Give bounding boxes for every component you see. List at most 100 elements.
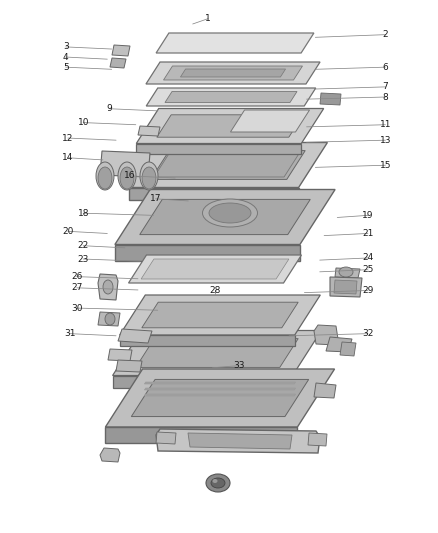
Text: 9: 9: [106, 104, 113, 113]
Polygon shape: [188, 433, 292, 449]
Polygon shape: [118, 329, 152, 343]
Polygon shape: [314, 325, 338, 345]
Polygon shape: [140, 199, 310, 235]
Ellipse shape: [105, 313, 115, 325]
Text: 19: 19: [362, 211, 374, 220]
Text: 32: 32: [362, 329, 374, 338]
Text: 29: 29: [362, 286, 374, 295]
Polygon shape: [115, 190, 335, 245]
Polygon shape: [230, 110, 310, 132]
Polygon shape: [142, 302, 298, 328]
Polygon shape: [129, 188, 299, 199]
Text: 24: 24: [362, 254, 374, 262]
Text: 26: 26: [71, 272, 82, 281]
Polygon shape: [136, 109, 324, 143]
Polygon shape: [136, 143, 301, 154]
Polygon shape: [320, 93, 341, 105]
Text: 4: 4: [63, 53, 68, 61]
Polygon shape: [145, 394, 296, 396]
Polygon shape: [330, 277, 362, 297]
Text: 23: 23: [78, 255, 89, 263]
Ellipse shape: [206, 474, 230, 492]
Polygon shape: [98, 274, 118, 300]
Polygon shape: [145, 382, 296, 384]
Polygon shape: [100, 448, 120, 462]
Text: 25: 25: [362, 265, 374, 274]
Polygon shape: [138, 126, 160, 136]
Polygon shape: [120, 295, 320, 335]
Polygon shape: [100, 151, 150, 177]
Polygon shape: [335, 268, 360, 278]
Polygon shape: [128, 255, 301, 283]
Ellipse shape: [339, 267, 353, 277]
Text: 13: 13: [380, 136, 391, 144]
Text: 30: 30: [71, 304, 82, 312]
Polygon shape: [129, 142, 327, 188]
Text: 22: 22: [78, 241, 89, 250]
Polygon shape: [334, 280, 357, 294]
Ellipse shape: [209, 203, 251, 223]
Polygon shape: [131, 379, 309, 417]
Polygon shape: [113, 330, 321, 376]
Polygon shape: [110, 58, 126, 68]
Ellipse shape: [96, 162, 114, 190]
Polygon shape: [156, 432, 176, 444]
Text: 20: 20: [62, 227, 74, 236]
Text: 7: 7: [382, 83, 389, 91]
Polygon shape: [314, 383, 336, 398]
Polygon shape: [115, 245, 300, 261]
Polygon shape: [108, 349, 132, 361]
Polygon shape: [308, 433, 327, 446]
Text: 10: 10: [78, 118, 89, 127]
Text: 5: 5: [63, 63, 69, 71]
Polygon shape: [106, 427, 297, 443]
Polygon shape: [326, 337, 352, 352]
Ellipse shape: [120, 167, 134, 189]
Polygon shape: [112, 45, 130, 56]
Polygon shape: [156, 429, 320, 453]
Text: 18: 18: [78, 209, 89, 217]
Polygon shape: [340, 342, 356, 356]
Polygon shape: [165, 92, 297, 102]
Text: 11: 11: [380, 120, 391, 129]
Text: 12: 12: [62, 134, 74, 142]
Text: 3: 3: [63, 43, 69, 51]
Ellipse shape: [212, 479, 218, 483]
Text: 6: 6: [382, 63, 389, 71]
Text: 14: 14: [62, 154, 74, 162]
Polygon shape: [145, 388, 296, 390]
Text: 31: 31: [64, 329, 76, 338]
Text: 28: 28: [209, 286, 220, 295]
Text: 21: 21: [362, 229, 374, 238]
Ellipse shape: [202, 199, 258, 227]
Ellipse shape: [98, 167, 112, 189]
Text: 2: 2: [383, 30, 388, 39]
Polygon shape: [163, 66, 303, 80]
Ellipse shape: [211, 478, 225, 488]
Text: 33: 33: [233, 361, 244, 370]
Polygon shape: [180, 69, 286, 77]
Polygon shape: [151, 151, 305, 180]
Polygon shape: [120, 335, 295, 346]
Text: 1: 1: [205, 14, 211, 23]
Text: 8: 8: [382, 93, 389, 101]
Polygon shape: [98, 312, 120, 326]
Ellipse shape: [140, 162, 158, 190]
Text: 16: 16: [124, 172, 135, 180]
Polygon shape: [113, 376, 293, 387]
Text: 17: 17: [150, 195, 161, 203]
Text: 15: 15: [380, 161, 391, 169]
Text: 27: 27: [71, 284, 82, 292]
Polygon shape: [157, 115, 303, 137]
Polygon shape: [154, 149, 302, 177]
Polygon shape: [136, 338, 298, 367]
Polygon shape: [146, 62, 320, 84]
Ellipse shape: [118, 162, 136, 190]
Polygon shape: [141, 259, 289, 279]
Ellipse shape: [103, 280, 113, 294]
Polygon shape: [106, 369, 335, 427]
Ellipse shape: [142, 167, 156, 189]
Polygon shape: [116, 360, 142, 372]
Polygon shape: [156, 33, 314, 53]
Polygon shape: [146, 88, 316, 106]
